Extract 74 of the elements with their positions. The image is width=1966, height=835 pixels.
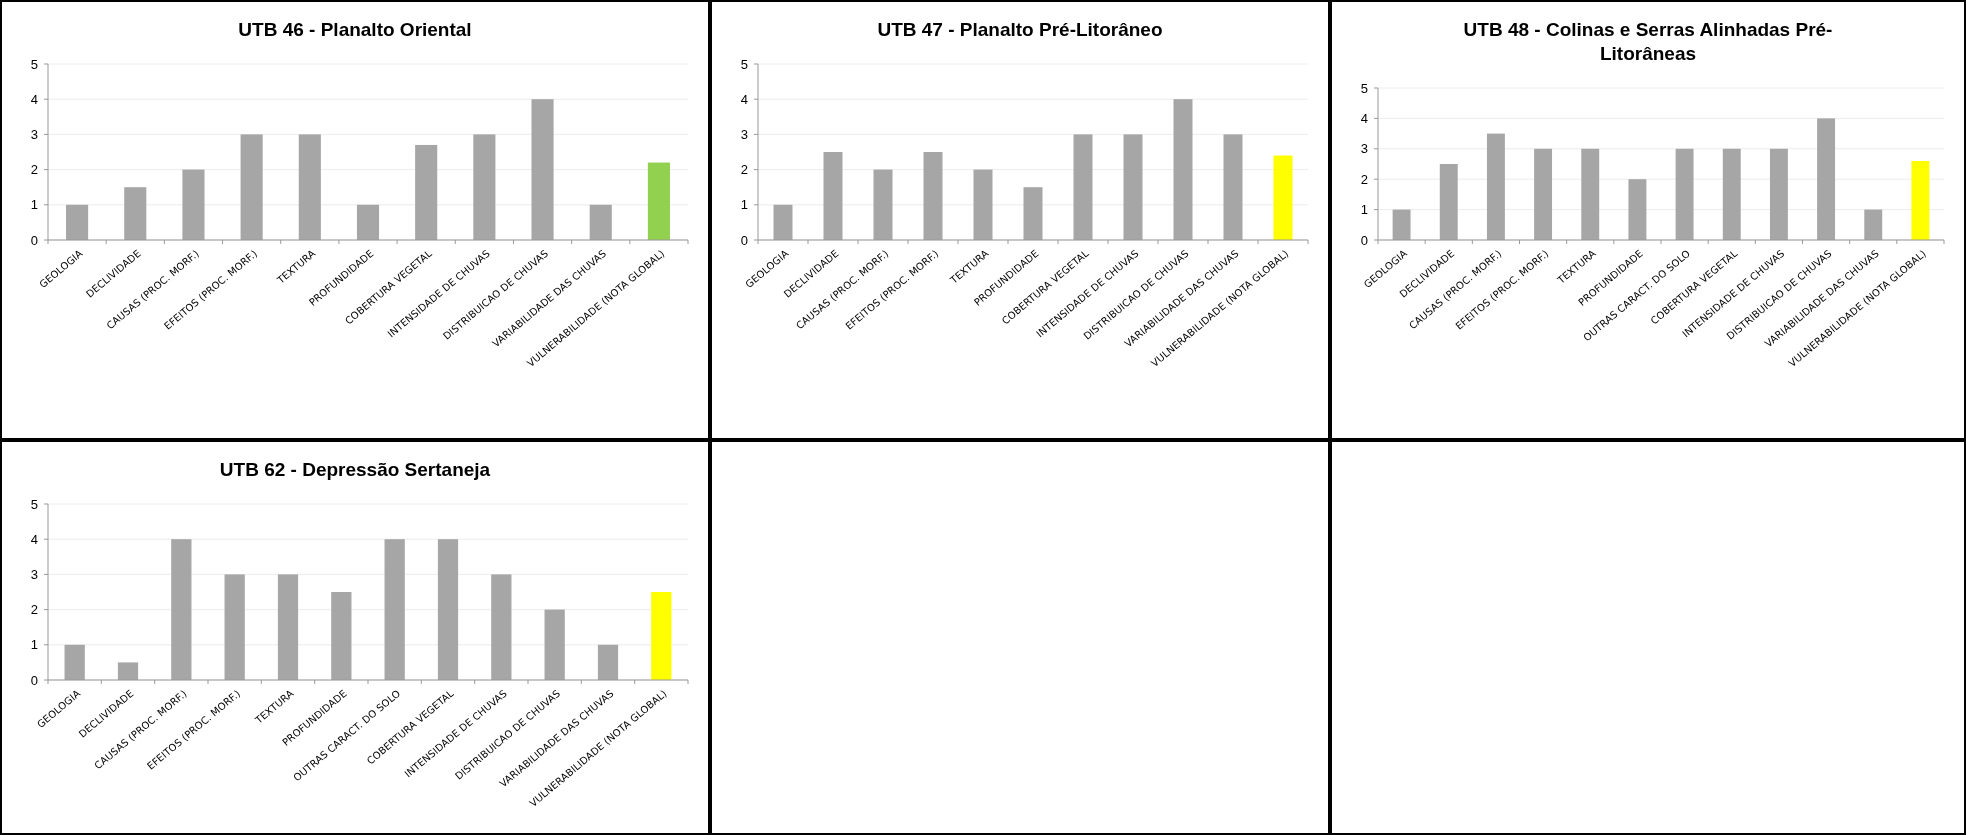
y-tick-label: 3 [30,126,38,142]
y-tick-label: 0 [740,232,748,248]
y-tick-label: 5 [1360,80,1368,96]
bar [124,187,147,240]
bar [1486,133,1505,240]
bar [1273,155,1293,240]
bar [873,169,893,240]
bar [331,592,352,680]
y-tick-label: 4 [30,531,38,547]
bar [491,574,512,680]
bar [1628,179,1647,240]
bar [973,169,993,240]
y-tick-label: 4 [1360,110,1368,126]
bar [64,644,85,680]
bar [182,169,205,240]
y-tick-label: 2 [740,162,748,178]
bar [1675,148,1694,240]
bar [384,539,405,680]
bar [1581,148,1600,240]
y-tick-label: 1 [1360,202,1368,218]
bar [1439,164,1458,240]
y-tick-label: 3 [30,566,38,582]
y-tick-label: 3 [1360,141,1368,157]
y-tick-label: 5 [30,496,38,512]
bar [1722,148,1741,240]
bar [773,204,793,240]
bar [1073,134,1093,240]
bar [597,644,619,680]
y-tick-label: 5 [740,56,748,72]
bar [437,539,459,680]
bar [224,574,245,680]
bar [544,609,565,680]
bar [651,592,672,680]
bar [415,144,438,240]
bar [1534,148,1553,240]
bar [1911,160,1930,240]
bar [298,134,321,240]
y-tick-label: 0 [1360,232,1368,248]
bar [1769,148,1788,240]
y-tick-label: 0 [30,232,38,248]
chart-title: UTB 47 - Planalto Pré-Litorâneo [877,19,1163,40]
bar [1123,134,1143,240]
bar [66,204,89,240]
bar [473,134,496,240]
y-tick-label: 2 [1360,171,1368,187]
y-tick-label: 5 [30,56,38,72]
y-tick-label: 1 [740,197,748,213]
bar [823,152,843,240]
bar [923,152,943,240]
y-tick-label: 2 [30,602,38,618]
bar [171,539,192,680]
chart-title: UTB 46 - Planalto Oriental [238,19,472,40]
bar [1817,118,1836,240]
bar [240,134,263,240]
chart-title: UTB 62 - Depressão Sertaneja [219,459,491,480]
y-tick-label: 1 [30,197,38,213]
bar [531,99,554,240]
y-tick-label: 1 [30,637,38,653]
bar [1023,187,1043,240]
bar [647,162,670,240]
y-tick-label: 2 [30,162,38,178]
bar [356,204,380,240]
bar [117,662,139,680]
bar [1864,209,1883,240]
bar [1223,134,1243,240]
y-tick-label: 0 [30,672,38,688]
chart-title: UTB 48 - Colinas e Serras Alinhadas Pré-Litorâneas [1463,19,1833,64]
y-tick-label: 3 [740,126,748,142]
bar [277,574,299,680]
y-tick-label: 4 [30,91,38,107]
bar [1392,209,1411,240]
bar [589,204,612,240]
bar [1173,99,1193,240]
y-tick-label: 4 [740,91,748,107]
